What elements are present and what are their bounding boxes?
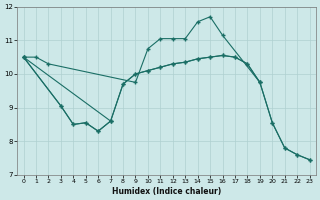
- X-axis label: Humidex (Indice chaleur): Humidex (Indice chaleur): [112, 187, 221, 196]
